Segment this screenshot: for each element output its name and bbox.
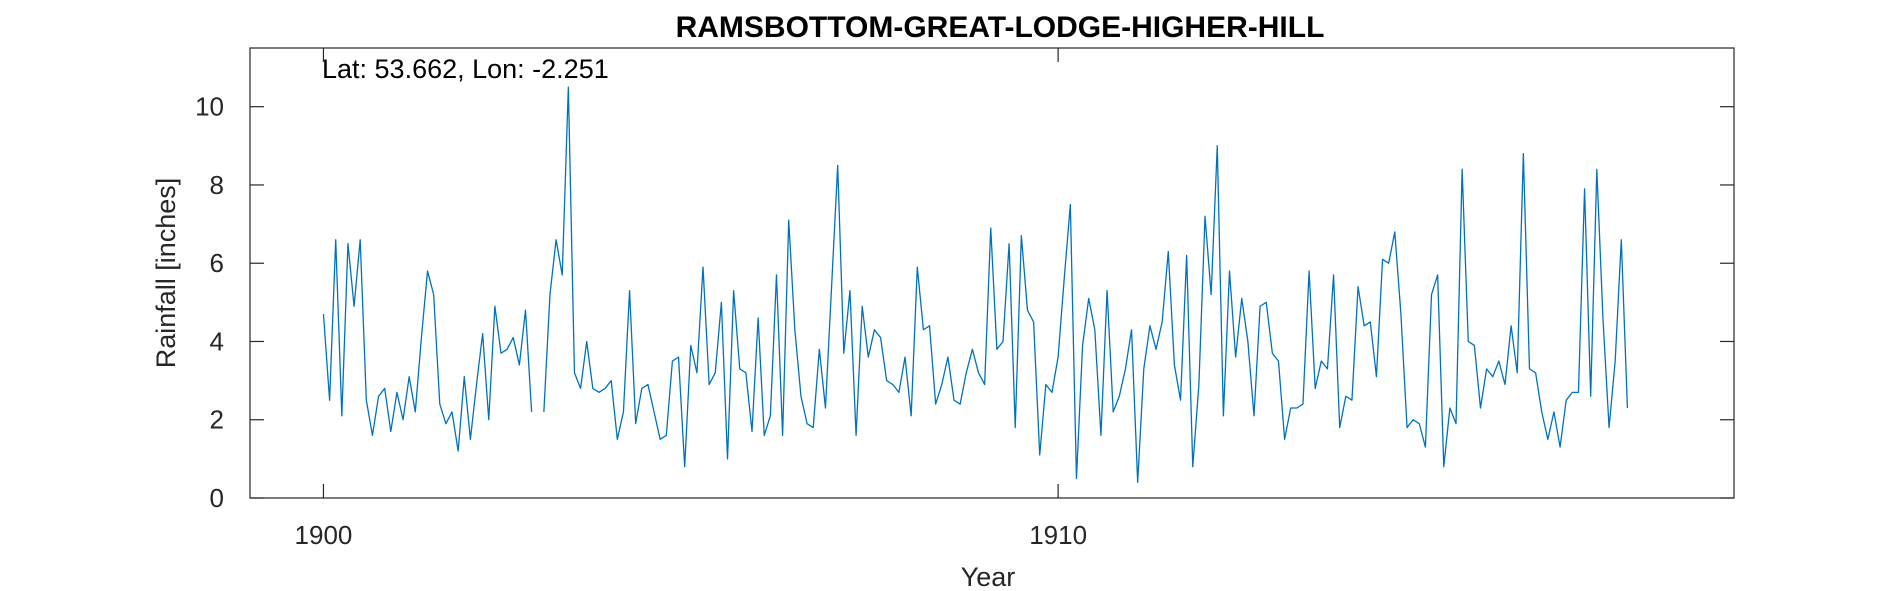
location-annotation: Lat: 53.662, Lon: -2.251 <box>322 54 609 84</box>
y-tick-label: 8 <box>210 170 224 200</box>
series-line <box>322 239 533 452</box>
y-tick-label: 10 <box>195 92 224 122</box>
x-tick-label: 1900 <box>295 520 353 550</box>
y-tick-label: 0 <box>210 483 224 513</box>
plot-area <box>249 47 1735 499</box>
y-tick-label: 4 <box>210 326 224 356</box>
y-tick-label: 2 <box>210 405 224 435</box>
axis-ticks <box>250 48 1734 499</box>
tick-labels: 0 2 4 6 8 10 1900 1910 <box>195 92 1087 550</box>
y-tick-label: 6 <box>210 248 224 278</box>
series-group <box>322 86 1629 484</box>
series-line <box>543 86 1629 484</box>
y-axis-label: Rainfall [inches] <box>151 178 181 369</box>
chart-title: RAMSBOTTOM-GREAT-LODGE-HIGHER-HILL <box>676 11 1325 44</box>
x-axis-label: Year <box>961 562 1016 591</box>
x-tick-label: 1910 <box>1029 520 1087 550</box>
